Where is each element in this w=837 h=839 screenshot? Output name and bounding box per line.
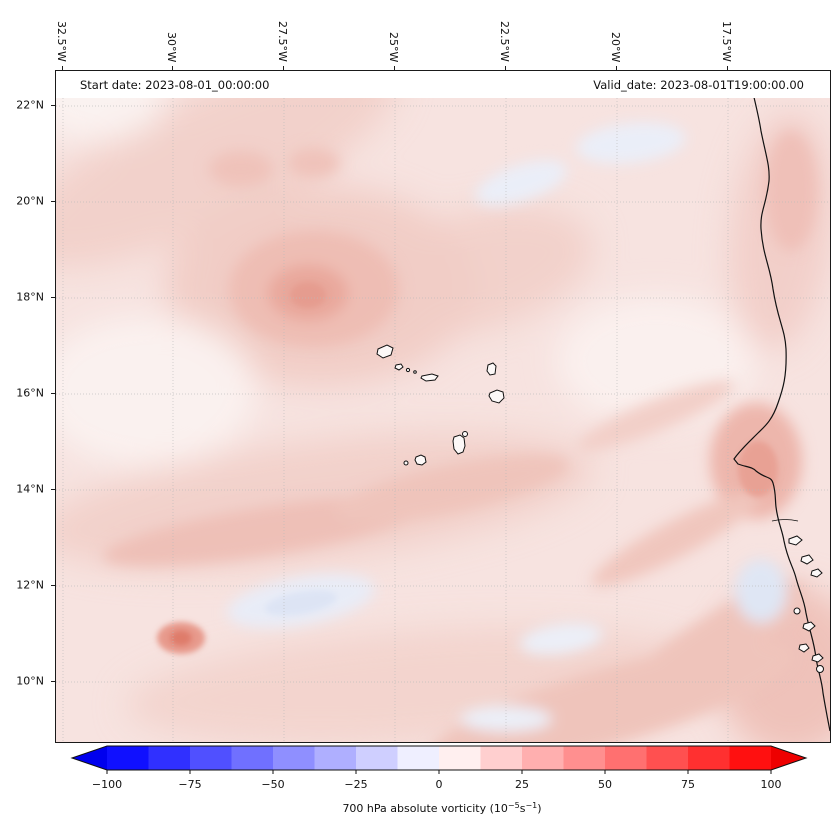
lat-tick-label: 10°N [16,674,44,688]
lat-tick-label: 22°N [16,98,44,112]
axis-tick [172,66,173,70]
top-longitude-axis: 32.5°W 30°W 27.5°W 25°W 22.5°W 20°W 17.5… [0,0,837,70]
axis-tick [283,66,284,70]
colorbar-tick-label: 100 [760,778,782,791]
colorbar-gradient [107,746,771,770]
axis-tick [51,585,55,586]
colorbar-tick-label: 0 [435,778,443,791]
lat-tick-label: 20°N [16,194,44,208]
axis-tick [505,66,506,70]
colorbar-title: 700 hPa absolute vorticity (10−5s−1) [55,801,829,815]
lat-tick-label: 16°N [16,386,44,400]
lon-tick-label: 22.5°W [498,21,511,62]
axis-tick [51,393,55,394]
coastal-islets [788,535,824,673]
vorticity-cores [157,282,778,654]
colorbar-right-arrow [771,746,806,770]
colorbar-ticks [106,770,772,774]
colorbar-tick-label: 75 [681,778,695,791]
axis-tick [62,66,63,70]
colorbar-tick-label: −50 [261,778,285,791]
axis-tick [394,66,395,70]
axis-tick [51,681,55,682]
colorbar-title-mid: s [519,802,526,815]
start-date-label: Start date: 2023-08-01_00:00:00 [80,77,270,92]
plot-header-strip: Start date: 2023-08-01_00:00:00 Valid_da… [56,71,830,98]
colorbar-tick-label: −25 [344,778,368,791]
axis-tick [51,489,55,490]
vorticity-field [56,71,830,742]
axis-tick [51,201,55,202]
colorbar-left-arrow [72,746,107,770]
cape-verde-islands [376,344,505,466]
lon-tick-label: 25°W [387,31,400,62]
colorbar-title-exponent2: −1 [525,801,538,810]
colorbar-title-prefix: 700 hPa absolute vorticity (10 [342,802,508,815]
colorbar-tick-label: 25 [515,778,529,791]
lon-tick-label: 32.5°W [55,21,68,62]
left-latitude-axis: 22°N 20°N 18°N 16°N 14°N 12°N 10°N [0,0,50,839]
axis-tick [616,66,617,70]
axis-tick [727,66,728,70]
colorbar-title-exponent: −5 [507,801,520,810]
colorbar-tick-label: 50 [598,778,612,791]
lon-tick-label: 20°W [609,31,622,62]
map-plot-area: Start date: 2023-08-01_00:00:00 Valid_da… [55,70,831,743]
lat-tick-label: 12°N [16,578,44,592]
lon-tick-label: 30°W [165,31,178,62]
colorbar-tick-label: −75 [178,778,202,791]
lat-tick-label: 14°N [16,482,44,496]
valid-date-label: Valid_date: 2023-08-01T19:00:00.00 [593,77,804,92]
axis-tick [51,297,55,298]
africa-coastline [733,71,830,732]
colorbar-title-suffix: ) [537,802,542,815]
lon-tick-label: 27.5°W [276,21,289,62]
colorbar [70,745,808,774]
axis-tick [51,105,55,106]
gridlines [56,71,830,742]
lon-tick-label: 17.5°W [720,21,733,62]
lat-tick-label: 18°N [16,290,44,304]
vorticity-medium-blobs [102,122,817,742]
colorbar-tick-label: −100 [91,778,123,791]
